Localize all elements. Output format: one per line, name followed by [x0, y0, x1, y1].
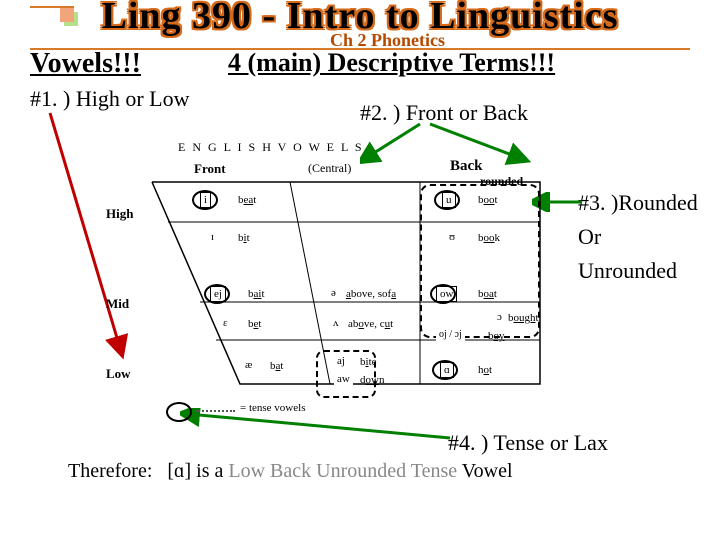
word-ih: bit — [238, 232, 250, 244]
word-i: beat — [238, 194, 256, 206]
section-left: Vowels!!! — [30, 48, 141, 79]
word-eh: bet — [248, 318, 261, 330]
tense-circle-a — [432, 360, 458, 380]
cell-uu: ʊ — [446, 230, 458, 244]
vowel-chart: E N G L I S H V O W E L S Front (Central… — [90, 140, 550, 430]
term-3a: #3. )Rounded — [578, 190, 698, 216]
cell-aw: aw — [334, 372, 353, 386]
cell-uh: ʌ — [330, 316, 342, 330]
legend-line — [195, 410, 235, 412]
cell-schwa: ə — [328, 286, 339, 300]
cell-aj: aj — [334, 354, 348, 368]
word-aw: down — [360, 374, 384, 386]
tense-circle-u — [434, 190, 460, 210]
word-ow: boat — [478, 288, 497, 300]
word-ej: bait — [248, 288, 265, 300]
conclusion-prefix: Therefore: — [68, 460, 152, 482]
word-oo: bought — [508, 312, 539, 324]
term-3b: Or — [578, 224, 601, 250]
word-ae: bat — [270, 360, 283, 372]
legend-text: = tense vowels — [240, 402, 305, 414]
term-4: #4. ) Tense or Lax — [448, 430, 608, 456]
word-aj: bite — [360, 356, 377, 368]
conclusion: Therefore: [ɑ] is a Low Back Unrounded T… — [68, 460, 513, 483]
cell-oo: ɔ — [494, 310, 505, 324]
word-uu: book — [478, 232, 500, 244]
tense-circle-i — [192, 190, 218, 210]
word-a: hot — [478, 364, 492, 376]
cell-ih: ɪ — [208, 230, 217, 244]
word-u: boot — [478, 194, 498, 206]
word-schwa: above, sofa — [346, 288, 396, 300]
word-oj: boy — [488, 330, 505, 342]
cell-oj: oj / ɔj — [436, 328, 465, 342]
slide: Ling 390 - Intro to Linguistics Ch 2 Pho… — [0, 0, 720, 540]
term-3c: Unrounded — [578, 258, 677, 284]
tense-legend-circle — [166, 402, 192, 422]
cell-ae: æ — [242, 358, 255, 372]
tense-circle-ej — [204, 284, 230, 304]
conclusion-body: [ɑ] is a Low Back Unrounded Tense Vowel — [167, 460, 512, 482]
tense-circle-ow — [430, 284, 456, 304]
cell-eh: ɛ — [220, 316, 231, 330]
word-uh: above, cut — [348, 318, 393, 330]
section-right: 4 (main) Descriptive Terms!!! — [228, 48, 555, 78]
